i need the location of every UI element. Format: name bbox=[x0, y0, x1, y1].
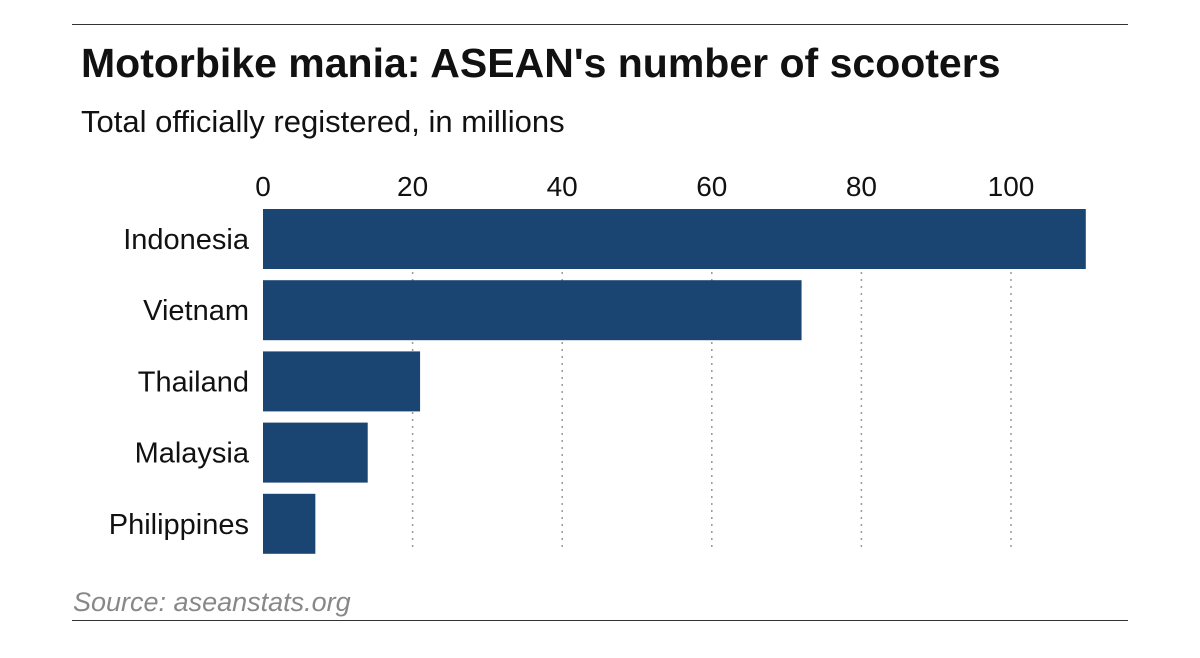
chart-title: Motorbike mania: ASEAN's number of scoot… bbox=[81, 40, 1001, 86]
category-label: Philippines bbox=[109, 509, 249, 541]
x-tick-label: 100 bbox=[988, 171, 1035, 202]
category-label: Vietnam bbox=[143, 295, 249, 327]
bottom-rule bbox=[72, 620, 1128, 621]
top-rule bbox=[72, 24, 1128, 25]
bar-indonesia bbox=[263, 209, 1086, 269]
x-tick-label: 60 bbox=[696, 171, 727, 202]
chart-subtitle: Total officially registered, in millions bbox=[81, 104, 565, 139]
x-tick-label: 0 bbox=[255, 171, 271, 202]
bar-vietnam bbox=[263, 280, 802, 341]
bar-malaysia bbox=[263, 422, 368, 483]
x-tick-label: 40 bbox=[547, 171, 578, 202]
x-tick-label: 80 bbox=[846, 171, 877, 202]
category-label: Malaysia bbox=[135, 438, 250, 470]
bar-philippines bbox=[263, 493, 316, 554]
category-label: Indonesia bbox=[123, 224, 250, 256]
category-label: Thailand bbox=[138, 366, 249, 398]
source-note: Source: aseanstats.org bbox=[73, 587, 351, 617]
bar-thailand bbox=[263, 351, 421, 412]
x-tick-label: 20 bbox=[397, 171, 428, 202]
